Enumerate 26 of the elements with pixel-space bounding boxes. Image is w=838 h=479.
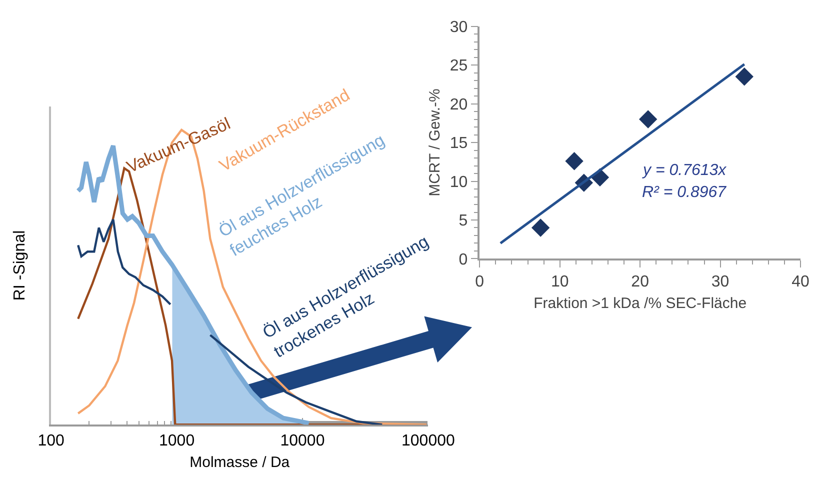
point	[531, 218, 550, 237]
x-axis-title: Fraktion >1 kDa /% SEC-Fläche	[534, 295, 747, 312]
x-tick-label: 40	[792, 274, 810, 291]
point	[735, 68, 754, 86]
x-axis-title: Molmasse / Da	[190, 454, 290, 472]
y-tick-label: 10	[450, 174, 468, 191]
x-tick-label: 1000	[158, 432, 195, 450]
y-tick-label: 15	[450, 135, 468, 152]
x-tick-label: 20	[631, 274, 650, 291]
x-tick-label: 30	[711, 274, 730, 291]
annotation: R² = 0.8967	[642, 184, 728, 201]
annotation: y = 0.7613x	[642, 162, 728, 179]
x-tick-label: 0	[475, 274, 484, 291]
x-tick-label: 100000	[401, 432, 455, 450]
x-tick-label: 100	[38, 432, 65, 450]
x-tick-label: 10000	[280, 432, 325, 450]
y-axis-title: MCRT / Gew.-%	[426, 88, 444, 196]
point	[565, 152, 584, 170]
y-tick-label: 30	[450, 18, 468, 36]
point	[638, 110, 658, 128]
x-tick-label: 10	[550, 274, 569, 291]
y-tick-label: 5	[458, 212, 468, 230]
y-tick-label: 0	[458, 251, 468, 268]
y-tick-label: 25	[450, 58, 468, 75]
y-tick-label: 20	[450, 96, 468, 114]
y-axis-title: RI -Signal	[12, 230, 29, 301]
